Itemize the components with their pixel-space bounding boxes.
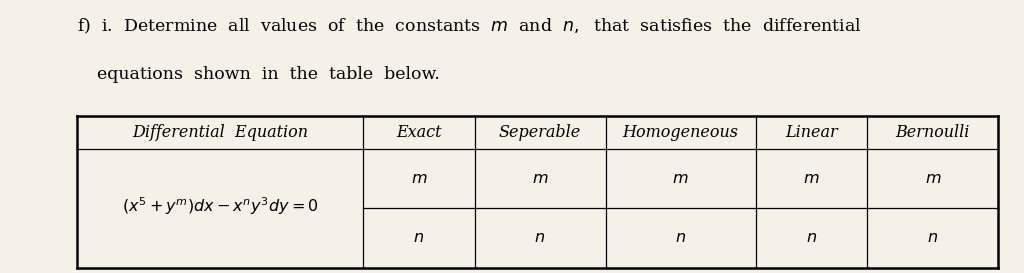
Text: $m$: $m$ bbox=[531, 170, 548, 187]
Text: $n$: $n$ bbox=[928, 230, 938, 247]
Text: $m$: $m$ bbox=[925, 170, 941, 187]
Text: Linear: Linear bbox=[785, 124, 838, 141]
Text: $n$: $n$ bbox=[414, 230, 424, 247]
Text: Exact: Exact bbox=[396, 124, 441, 141]
Text: f)  i.  Determine  all  values  of  the  constants  $m$  and  $n,$  that  satisf: f) i. Determine all values of the consta… bbox=[77, 16, 861, 36]
Text: Homogeneous: Homogeneous bbox=[623, 124, 738, 141]
Text: $m$: $m$ bbox=[673, 170, 689, 187]
Text: Bernoulli: Bernoulli bbox=[896, 124, 970, 141]
Text: equations  shown  in  the  table  below.: equations shown in the table below. bbox=[97, 66, 440, 82]
Text: $m$: $m$ bbox=[804, 170, 820, 187]
Text: $n$: $n$ bbox=[675, 230, 686, 247]
Text: Differential  Equation: Differential Equation bbox=[132, 124, 308, 141]
Text: $(x^5 + y^m)dx - x^ny^3dy = 0$: $(x^5 + y^m)dx - x^ny^3dy = 0$ bbox=[122, 195, 318, 216]
Text: $n$: $n$ bbox=[806, 230, 817, 247]
Text: Seperable: Seperable bbox=[499, 124, 582, 141]
Text: $m$: $m$ bbox=[411, 170, 427, 187]
Text: $n$: $n$ bbox=[535, 230, 546, 247]
